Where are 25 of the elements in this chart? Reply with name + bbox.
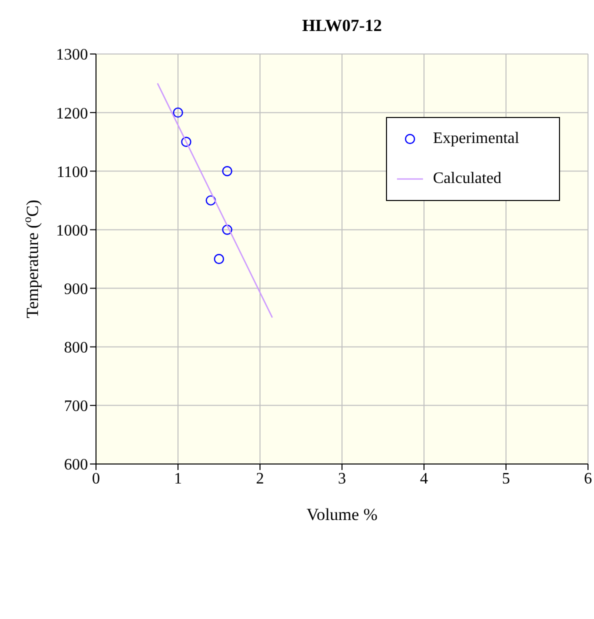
point [222, 224, 232, 235]
chart-title: HLW07-12 [301, 16, 383, 36]
y-tick-label: 1000 [56, 222, 88, 240]
x-tick-label: 0 [92, 470, 100, 488]
point [181, 136, 192, 147]
point [214, 254, 224, 264]
y-tick-label: 800 [64, 340, 88, 357]
x-tick-label: 2 [256, 470, 264, 488]
legend-label: Experimental [433, 130, 520, 148]
x-axis-title: Volume % [306, 505, 378, 524]
point [206, 195, 216, 206]
x-tick-label: 1 [174, 470, 182, 488]
x-tick-label: 6 [584, 470, 592, 488]
y-tick-label: 700 [64, 398, 88, 416]
point [222, 166, 232, 176]
x-tick-label: 5 [502, 470, 510, 488]
y-tick-label: 1100 [56, 164, 88, 181]
x-tick-label: 4 [420, 470, 428, 488]
legend-label: Calculated [433, 170, 502, 188]
y-tick-label: 600 [64, 456, 88, 474]
y-tick-label: 900 [64, 280, 88, 298]
point [172, 107, 184, 118]
x-tick-label: 3 [338, 470, 346, 488]
y-tick-label: 1300 [56, 46, 88, 64]
y-tick-label: 1200 [56, 105, 88, 122]
